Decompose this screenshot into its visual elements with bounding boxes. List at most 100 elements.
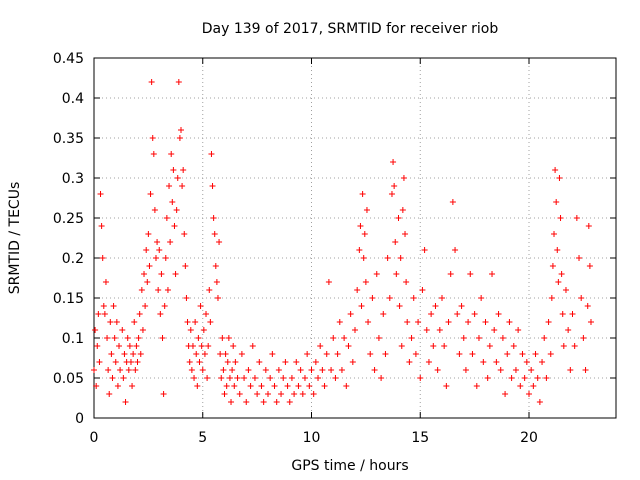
data-point [183,295,190,301]
data-point [517,383,524,389]
data-point [117,367,124,373]
data-point [569,311,576,317]
y-tick-label: 0.3 [62,171,84,187]
data-point [439,295,445,301]
data-point [107,319,114,325]
data-point [236,391,243,397]
data-point [226,375,233,381]
data-point [260,399,267,405]
data-point [173,207,180,213]
data-point [382,351,389,357]
data-point [134,359,141,365]
data-point [497,367,504,373]
data-point [146,263,153,269]
data-point [304,351,311,357]
data-point [167,239,174,245]
data-point [573,215,580,221]
data-point [585,223,592,229]
data-point [139,327,146,333]
data-point [186,359,193,365]
data-point [392,239,399,245]
data-point [352,327,358,333]
data-point [92,327,99,333]
data-point [161,303,168,309]
data-point [154,239,161,245]
data-point [562,287,569,293]
data-point [508,375,515,381]
data-point [560,343,567,349]
data-point [280,375,287,381]
data-point [584,303,591,309]
plot-area-border [93,57,617,419]
data-point [288,375,295,381]
data-point [380,311,387,317]
data-point [198,343,205,349]
data-point [462,367,469,373]
data-point [126,343,133,349]
data-point [112,359,119,365]
data-point [284,383,291,389]
data-point [423,327,430,333]
data-point [162,255,169,261]
data-point [175,79,182,85]
data-point [397,255,404,261]
data-point [330,335,337,341]
data-point [341,335,348,341]
data-point [147,191,154,197]
data-point [528,367,535,373]
data-point [396,303,403,309]
data-point [393,271,400,277]
data-point [489,271,496,277]
x-tick-label: 15 [411,430,429,446]
data-point [110,303,117,309]
data-point [404,319,411,325]
data-point [567,367,574,373]
y-tick-label: 0.15 [53,291,84,307]
data-point [578,295,585,301]
data-point [174,175,181,181]
data-point [571,343,578,349]
data-point [358,303,365,309]
data-point [105,367,112,373]
data-point [332,375,339,381]
data-point [460,335,467,341]
data-point [138,287,145,293]
data-point [551,231,558,237]
data-point [400,175,407,181]
data-point [315,375,322,381]
data-point [205,343,212,349]
data-point [486,343,493,349]
data-point [343,383,350,389]
data-point [319,367,326,373]
data-point [532,351,539,357]
data-point [151,207,158,213]
data-point [230,343,237,349]
data-point [97,191,104,197]
data-point [195,335,202,341]
data-point [99,255,106,261]
data-point [199,367,206,373]
data-point [484,375,491,381]
data-point [417,375,424,381]
data-point [369,295,376,301]
y-tick-label: 0.05 [53,371,84,387]
data-point [218,375,225,381]
data-point [403,279,410,285]
data-point [545,319,552,325]
data-point [395,215,402,221]
data-point [234,375,241,381]
data-point [576,255,583,261]
data-point [556,175,563,181]
data-point [258,383,265,389]
y-tick-label: 0.45 [53,51,84,67]
data-point [160,391,167,397]
data-point [180,167,187,173]
data-point [458,303,465,309]
data-point [251,375,258,381]
x-tick-label: 0 [90,430,99,446]
data-point [495,311,502,317]
data-point [228,399,235,405]
data-point [334,351,341,357]
